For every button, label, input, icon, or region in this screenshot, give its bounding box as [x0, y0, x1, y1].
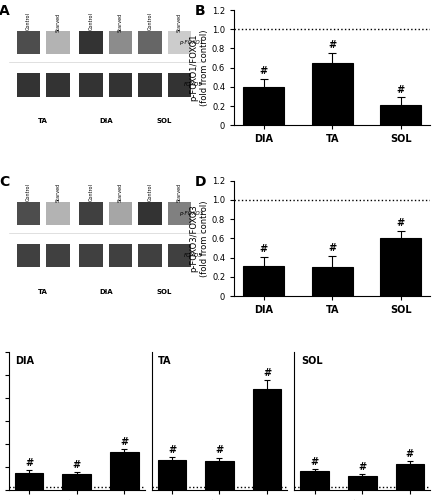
Text: Control: Control: [147, 183, 152, 201]
Bar: [347, 476, 376, 490]
Text: TA: TA: [38, 118, 48, 124]
Text: #: #: [167, 444, 176, 454]
Text: B: B: [194, 4, 205, 18]
Bar: [395, 464, 423, 490]
Text: #: #: [357, 462, 365, 472]
Bar: [138, 244, 161, 268]
Text: #: #: [327, 243, 336, 253]
Y-axis label: p-FOXO1/FOXO1
(fold from control): p-FOXO1/FOXO1 (fold from control): [189, 30, 208, 106]
Bar: [15, 472, 43, 490]
Bar: [17, 74, 40, 96]
Bar: [138, 31, 161, 54]
Bar: [17, 202, 40, 224]
Bar: [79, 74, 102, 96]
Bar: [379, 238, 420, 296]
Text: SOL: SOL: [156, 118, 172, 124]
Text: DIA: DIA: [99, 289, 113, 295]
Bar: [109, 202, 132, 224]
Bar: [138, 74, 161, 96]
Text: Starved: Starved: [177, 183, 181, 203]
Bar: [167, 202, 191, 224]
Text: SOL: SOL: [300, 356, 322, 366]
Text: Starved: Starved: [55, 12, 60, 32]
Text: D: D: [194, 175, 206, 189]
Bar: [46, 74, 69, 96]
Bar: [157, 460, 186, 490]
Bar: [205, 461, 233, 490]
Text: #: #: [259, 244, 267, 254]
Text: #: #: [405, 449, 413, 459]
Bar: [311, 63, 352, 126]
Text: Control: Control: [88, 12, 93, 30]
Bar: [79, 202, 102, 224]
Text: TA: TA: [38, 289, 48, 295]
Bar: [167, 74, 191, 96]
Bar: [110, 452, 138, 490]
Text: Control: Control: [147, 12, 152, 30]
Bar: [311, 268, 352, 296]
Text: TA: TA: [158, 356, 171, 366]
Text: FOXO3: FOXO3: [184, 254, 202, 258]
Bar: [62, 474, 91, 490]
Bar: [46, 244, 69, 268]
Bar: [17, 31, 40, 54]
Text: A: A: [0, 4, 10, 18]
Bar: [46, 31, 69, 54]
Text: Starved: Starved: [177, 12, 181, 32]
Text: Starved: Starved: [118, 12, 123, 32]
Bar: [379, 105, 420, 126]
Text: DIA: DIA: [99, 118, 113, 124]
Bar: [109, 31, 132, 54]
Bar: [167, 31, 191, 54]
Text: #: #: [73, 460, 81, 470]
Text: Starved: Starved: [55, 183, 60, 203]
Bar: [243, 87, 283, 126]
Text: DIA: DIA: [15, 356, 35, 366]
Bar: [79, 31, 102, 54]
Bar: [138, 202, 161, 224]
Bar: [79, 244, 102, 268]
Text: Control: Control: [26, 183, 31, 201]
Text: #: #: [120, 436, 128, 446]
Text: Starved: Starved: [118, 183, 123, 203]
Bar: [17, 244, 40, 268]
Text: #: #: [327, 40, 336, 50]
Text: p-FOXO3: p-FOXO3: [178, 210, 202, 216]
Text: #: #: [396, 84, 404, 94]
Text: p-FOXO1: p-FOXO1: [178, 40, 202, 45]
Y-axis label: p-FOXO3/FOXO3
(fold from control): p-FOXO3/FOXO3 (fold from control): [189, 200, 208, 276]
Bar: [243, 266, 283, 296]
Bar: [46, 202, 69, 224]
Bar: [167, 244, 191, 268]
Bar: [300, 471, 328, 490]
Text: FOXO1: FOXO1: [184, 82, 202, 87]
Text: #: #: [25, 458, 33, 468]
Text: Control: Control: [26, 12, 31, 30]
Text: #: #: [310, 457, 318, 467]
Text: #: #: [215, 446, 223, 456]
Bar: [109, 74, 132, 96]
Text: SOL: SOL: [156, 289, 172, 295]
Text: Control: Control: [88, 183, 93, 201]
Text: #: #: [259, 66, 267, 76]
Text: C: C: [0, 175, 9, 189]
Bar: [109, 244, 132, 268]
Text: #: #: [262, 368, 271, 378]
Bar: [252, 389, 281, 490]
Text: #: #: [396, 218, 404, 228]
